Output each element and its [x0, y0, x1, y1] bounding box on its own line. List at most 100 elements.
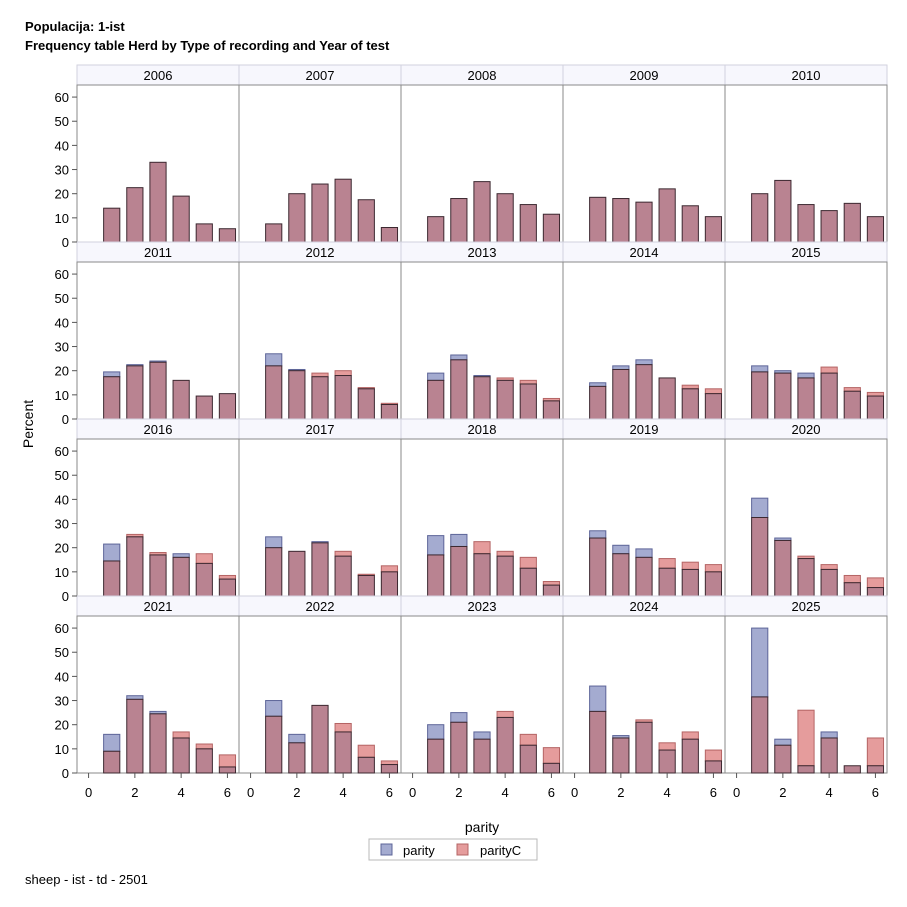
bar-parityC-2014-6: [704, 388, 723, 395]
bar-parity-2021-2: [126, 695, 144, 700]
legend: parity parityC: [368, 838, 538, 861]
bar-parityC-2021-6: [218, 754, 237, 768]
bar-overlap-2010-1: [751, 193, 769, 243]
panel-year-label: 2017: [306, 422, 335, 437]
bar-parityC-2023-5: [519, 733, 537, 746]
bar-overlap-2012-6: [380, 404, 399, 420]
bar-overlap-2011-5: [195, 395, 213, 420]
y-tick-label: 10: [55, 388, 69, 403]
x-tick-label: 6: [548, 785, 555, 800]
bar-overlap-2016-2: [126, 536, 144, 597]
bar-overlap-2007-6: [380, 227, 399, 243]
panel-year-label: 2012: [306, 245, 335, 260]
y-tick-label: 60: [55, 444, 69, 459]
x-tick-label: 2: [617, 785, 624, 800]
x-tick-label: 2: [293, 785, 300, 800]
bar-overlap-2009-1: [589, 196, 607, 243]
x-tick-label: 0: [247, 785, 254, 800]
panel-year-label: 2008: [468, 68, 497, 83]
x-tick-label: 4: [502, 785, 509, 800]
bar-parityC-2020-5: [843, 574, 861, 584]
bar-overlap-2008-2: [450, 198, 468, 243]
bar-parityC-2019-4: [658, 558, 676, 569]
panel-2016: 2016: [76, 418, 240, 597]
bar-parity-2022-2: [288, 733, 306, 744]
bar-overlap-2011-4: [172, 379, 190, 420]
bar-overlap-2015-3: [797, 377, 815, 420]
bar-overlap-2025-3: [797, 765, 815, 774]
y-tick-label: 50: [55, 114, 69, 129]
bar-overlap-2019-2: [612, 553, 630, 597]
bar-parityC-2023-6: [542, 747, 561, 764]
panel-year-label: 2022: [306, 599, 335, 614]
bar-overlap-2015-6: [866, 395, 885, 420]
bar-overlap-2006-6: [218, 228, 237, 243]
panel-year-label: 2014: [630, 245, 659, 260]
bar-parity-2013-2: [450, 354, 468, 361]
bar-parityC-2016-5: [195, 553, 213, 564]
bar-overlap-2017-1: [265, 547, 283, 597]
bar-parityC-2018-3: [473, 541, 491, 555]
bar-parityC-2019-5: [681, 561, 699, 570]
bar-parity-2014-3: [635, 359, 653, 366]
panel-year-label: 2010: [792, 68, 821, 83]
y-tick-label: 50: [55, 468, 69, 483]
bar-overlap-2016-6: [218, 578, 237, 597]
bar-parity-2015-3: [797, 372, 815, 379]
panel-2025: 2025: [724, 595, 888, 774]
bar-overlap-2006-3: [149, 161, 167, 243]
panel-year-label: 2009: [630, 68, 659, 83]
bar-parity-2023-3: [473, 731, 491, 740]
bar-overlap-2021-1: [103, 750, 121, 774]
bar-parity-2016-4: [172, 553, 190, 558]
bar-overlap-2014-3: [635, 364, 653, 420]
y-tick-label: 0: [62, 235, 69, 250]
bar-overlap-2008-5: [519, 204, 537, 243]
bar-overlap-2022-1: [265, 715, 283, 774]
bar-parity-2015-1: [751, 365, 769, 373]
bar-overlap-2006-1: [103, 207, 121, 243]
bar-parity-2025-2: [774, 738, 792, 746]
panel-2015: 2015: [724, 241, 888, 420]
bar-overlap-2017-2: [288, 550, 306, 597]
bar-parity-2011-1: [103, 371, 121, 378]
bar-overlap-2023-4: [496, 716, 514, 774]
bar-parity-2013-1: [427, 372, 445, 381]
panel-2014: 2014: [562, 241, 726, 420]
bar-parity-2019-3: [635, 548, 653, 558]
bar-overlap-2015-4: [820, 372, 838, 420]
bar-overlap-2008-1: [427, 216, 445, 243]
panel-2023: 2023: [400, 595, 564, 774]
panel-2019: 2019: [562, 418, 726, 597]
bar-overlap-2020-2: [774, 539, 792, 597]
bar-overlap-2025-1: [751, 696, 769, 774]
bar-overlap-2020-6: [866, 587, 885, 597]
x-tick-label: 6: [872, 785, 879, 800]
x-tick-label: 0: [733, 785, 740, 800]
bar-overlap-2017-5: [357, 574, 375, 597]
panel-year-label: 2006: [144, 68, 173, 83]
bar-overlap-2011-3: [149, 361, 167, 420]
y-tick-label: 60: [55, 267, 69, 282]
bar-overlap-2010-3: [797, 204, 815, 243]
panel-2024: 2024: [562, 595, 726, 774]
x-tick-label: 4: [340, 785, 347, 800]
bar-overlap-2012-3: [311, 376, 329, 420]
bar-overlap-2007-2: [288, 193, 306, 243]
bar-overlap-2013-2: [450, 359, 468, 420]
bar-parity-2014-1: [589, 382, 607, 387]
bar-overlap-2014-1: [589, 385, 607, 420]
bar-parityC-2019-6: [704, 564, 723, 573]
bar-parity-2014-2: [612, 365, 630, 370]
axes-layer: 0102030405060010203040506001020304050600…: [55, 90, 880, 800]
bar-overlap-2025-5: [843, 765, 861, 774]
bar-overlap-2019-1: [589, 537, 607, 597]
bar-overlap-2024-1: [589, 710, 607, 774]
bar-overlap-2023-3: [473, 738, 491, 774]
bar-parityC-2024-6: [704, 749, 723, 762]
panels-layer: 2006 2007 2008 2009 2010 2011 2012 2013 2014 2015…: [76, 64, 888, 774]
x-tick-label: 4: [178, 785, 185, 800]
y-tick-label: 10: [55, 742, 69, 757]
bar-overlap-2019-5: [681, 568, 699, 597]
